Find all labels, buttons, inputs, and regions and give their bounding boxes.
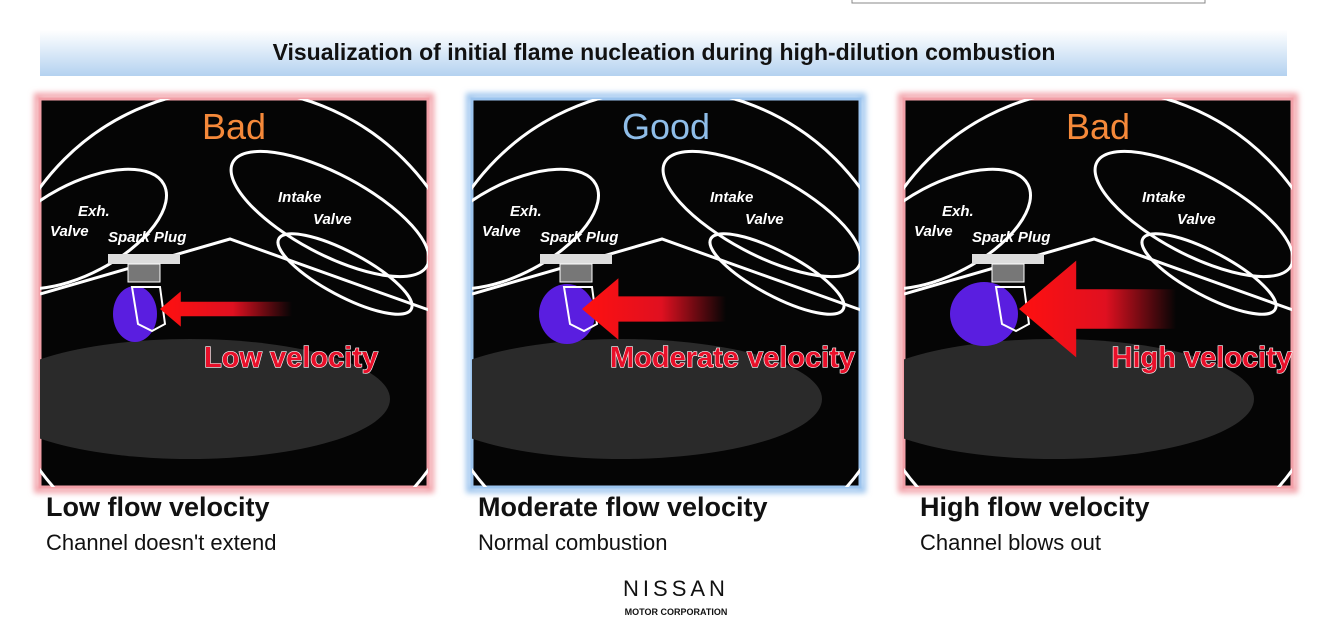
logo-name: NISSAN: [623, 576, 729, 601]
exh-valve-label: Exh.: [510, 203, 542, 220]
engine: [40, 99, 428, 487]
spark-plug-label: Spark Plug: [972, 229, 1050, 246]
logo-subtitle: MOTOR CORPORATION: [625, 607, 728, 617]
exh-valve-label: Valve: [482, 223, 521, 240]
caption-text: Normal combustion: [478, 530, 668, 555]
intake-valve-label: Valve: [1177, 211, 1216, 228]
panel: Bad Exh. Valve Intake Valve Spark Plug Low vel…: [34, 93, 434, 555]
electrode: [994, 286, 1031, 333]
spark-plug: [991, 263, 1025, 283]
shadow: [904, 339, 1254, 459]
top-box: [851, 0, 1206, 4]
panels: Bad Exh. Valve Intake Valve Spark Plug Low vel…: [34, 93, 1298, 555]
intake-valve-label: Valve: [745, 211, 784, 228]
head-line: [472, 237, 860, 312]
flame: [950, 282, 1018, 346]
intake-valve-shape: [229, 149, 428, 279]
intake-valve-label: Valve: [313, 211, 352, 228]
intake-valve-label: Intake: [278, 189, 321, 206]
intake-valve-shape: [708, 232, 846, 316]
shadow: [40, 339, 390, 459]
spark-plug: [559, 263, 593, 283]
head-line: [904, 237, 1292, 312]
spark-plug: [540, 254, 612, 264]
intake-valve-label: Intake: [1142, 189, 1185, 206]
exh-valve-label: Valve: [50, 223, 89, 240]
engine: [904, 99, 1292, 487]
panel: Bad Exh. Valve Intake Valve Spark Plug High ve…: [898, 93, 1298, 555]
exh-valve-shape: [472, 167, 600, 291]
caption-title: High flow velocity: [920, 492, 1150, 522]
intake-valve-shape: [1140, 232, 1278, 316]
flame: [113, 286, 157, 342]
spark-plug: [108, 254, 180, 264]
caption-title: Moderate flow velocity: [478, 492, 768, 522]
exh-valve-shape: [904, 167, 1032, 291]
panel-glow: [898, 93, 1298, 493]
intake-valve-shape: [276, 232, 414, 316]
spark-plug-label: Spark Plug: [108, 229, 186, 246]
flow-arrow: [1019, 260, 1177, 358]
exh-valve-label: Valve: [914, 223, 953, 240]
panel: Good Exh. Valve Intake Valve Spark Plug Modera…: [466, 93, 866, 555]
intake-valve-shape: [661, 149, 860, 279]
panel-glow: [34, 93, 434, 493]
rating: Good: [622, 106, 710, 147]
spark-plug: [972, 254, 1044, 264]
caption-text: Channel doesn't extend: [46, 530, 276, 555]
intake-valve-label: Intake: [710, 189, 753, 206]
engine: [472, 99, 860, 487]
spark-plug-label: Spark Plug: [540, 229, 618, 246]
electrode: [130, 286, 167, 333]
title-bar: [40, 30, 1287, 76]
panel-glow: [466, 93, 866, 493]
velocity-label: Moderate velocity: [610, 342, 855, 374]
flow-arrow: [582, 278, 726, 340]
flame: [539, 284, 595, 344]
intake-valve-shape: [1093, 149, 1292, 279]
caption-title: Low flow velocity: [46, 492, 270, 522]
flow-arrow: [160, 291, 292, 327]
electrode: [562, 286, 599, 333]
exh-valve-label: Exh.: [942, 203, 974, 220]
rating: Bad: [202, 106, 266, 147]
head-line: [40, 237, 428, 312]
caption-text: Channel blows out: [920, 530, 1101, 555]
velocity-label: Low velocity: [204, 342, 378, 374]
exh-valve-label: Exh.: [78, 203, 110, 220]
spark-plug: [127, 263, 161, 283]
shadow: [472, 339, 822, 459]
velocity-label: High velocity: [1112, 342, 1293, 374]
rating: Bad: [1066, 106, 1130, 147]
title: Visualization of initial flame nucleatio…: [273, 39, 1056, 65]
exh-valve-shape: [40, 167, 168, 291]
